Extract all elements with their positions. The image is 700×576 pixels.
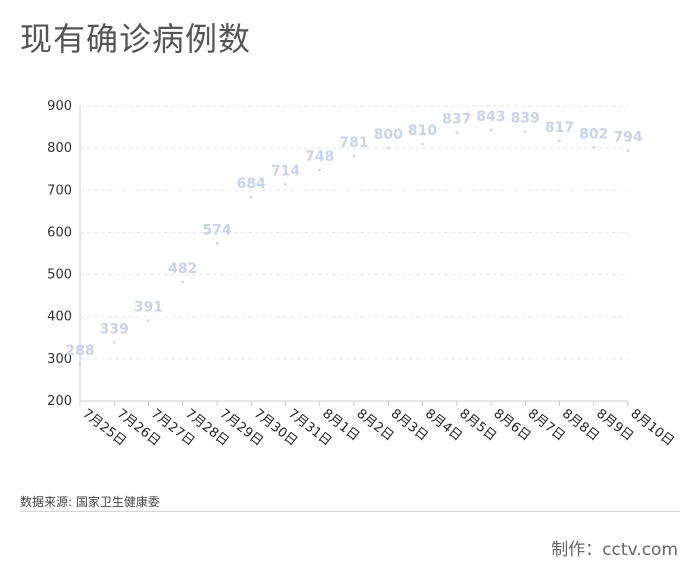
y-tick-label: 400 — [47, 310, 72, 325]
data-point — [489, 128, 493, 132]
data-point — [352, 154, 356, 158]
data-point — [78, 362, 82, 366]
data-label: 482 — [168, 261, 197, 277]
x-tick-label: 8月3日 — [388, 406, 431, 444]
y-tick-label: 900 — [47, 99, 72, 114]
data-point — [524, 130, 527, 133]
data-point — [250, 195, 253, 199]
confirmed-cases-chart: 200 300 400 500 600 700 800 900 7月25日7月26日7月27日… — [47, 99, 677, 449]
data-label: 810 — [408, 123, 437, 139]
x-tick-label: 8月9日 — [593, 406, 636, 444]
data-label: 817 — [545, 120, 574, 136]
data-label: 839 — [511, 111, 540, 127]
x-tick-label: 8月6日 — [491, 406, 534, 444]
data-point — [215, 242, 219, 245]
x-tick-label: 8月2日 — [354, 406, 397, 444]
data-label: 574 — [202, 222, 231, 238]
y-tick-label: 700 — [47, 183, 72, 198]
data-label: 748 — [305, 149, 334, 165]
data-label: 781 — [339, 135, 368, 151]
data-label: 800 — [374, 127, 403, 143]
data-point — [284, 183, 287, 186]
x-tick-label: 8月8日 — [559, 406, 602, 444]
x-tick-label: 8月4日 — [422, 406, 465, 444]
data-label: 843 — [476, 109, 505, 125]
y-tick-label: 300 — [47, 352, 72, 367]
y-tick-label: 800 — [47, 141, 72, 156]
y-tick-label: 600 — [47, 225, 72, 240]
data-label: 339 — [100, 321, 129, 337]
data-point — [626, 149, 630, 152]
credit-link[interactable]: cctv.com — [602, 540, 678, 560]
page-title: 现有确诊病例数 — [20, 20, 252, 58]
x-tick-label: 8月5日 — [456, 406, 499, 444]
data-point — [558, 139, 561, 143]
grid-lines — [80, 105, 628, 360]
data-point — [455, 131, 458, 134]
data-labels: 288 339 391 482 574 684 714 748 781 800 810 837 843 8… — [65, 109, 642, 359]
data-point — [421, 142, 424, 146]
credit: 制作：cctv.com — [551, 535, 678, 560]
data-label: 837 — [442, 112, 471, 128]
data-point — [318, 168, 321, 172]
data-points — [78, 128, 630, 366]
y-tick-label: 200 — [47, 394, 72, 409]
x-axis-ticks: 7月25日7月26日7月27日7月28日7月29日7月30日7月31日8月1日8… — [79, 401, 677, 449]
data-label: 288 — [65, 343, 94, 359]
data-label: 714 — [271, 163, 300, 179]
data-point — [113, 341, 116, 344]
data-point — [592, 146, 595, 149]
y-axis-ticks: 200 300 400 500 600 700 800 900 — [47, 99, 72, 409]
data-source: 数据来源: 国家卫生健康委 — [20, 495, 160, 509]
x-tick-label: 8月7日 — [525, 406, 568, 444]
data-label: 802 — [579, 126, 608, 142]
data-label: 684 — [237, 176, 266, 192]
data-label: 794 — [613, 130, 642, 146]
data-point — [387, 146, 390, 150]
credit-label: 制作： — [551, 540, 603, 560]
data-label: 391 — [134, 300, 163, 316]
footer-divider — [20, 511, 680, 512]
x-tick-label: 8月10日 — [628, 406, 677, 449]
y-tick-label: 500 — [47, 268, 72, 283]
data-point — [147, 319, 150, 322]
data-point — [181, 280, 184, 284]
